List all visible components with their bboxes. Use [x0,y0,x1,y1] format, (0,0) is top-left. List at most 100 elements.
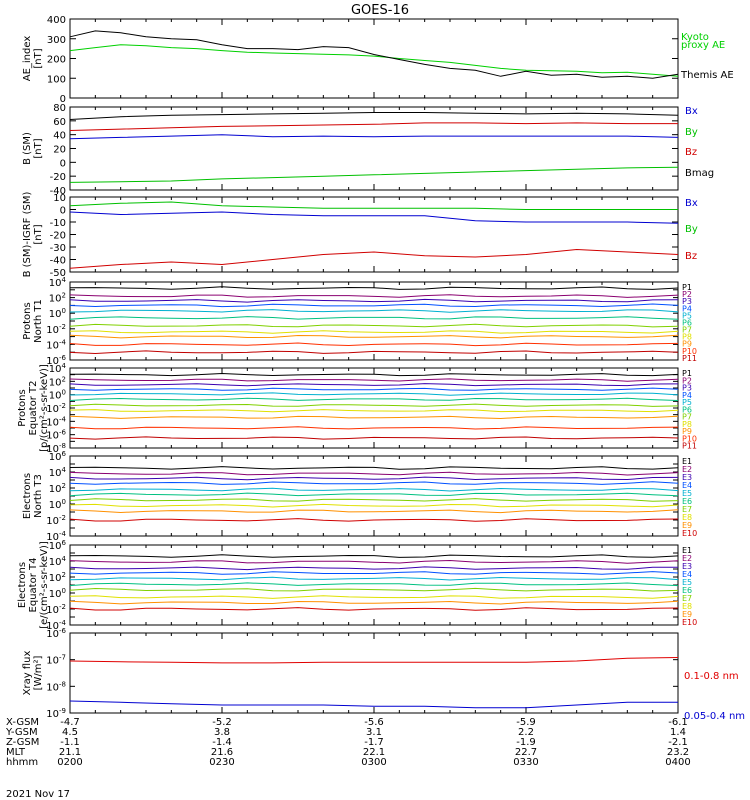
panel-frame-ent3 [69,455,679,537]
x-tick-label-ygsm: 1.4 [670,727,686,738]
y-tick-label-ae: 400 [47,15,66,26]
y-axis-label-ent3: Electrons [22,473,33,519]
series-line-xray-0.1-0.8 nm [69,657,679,664]
x-tick-label-zgsm: -1.7 [364,737,384,748]
x-tick-label-ygsm: 3.1 [366,727,382,738]
series-line-pnt1-P3 [69,298,679,303]
y-axis-label-pet2: Protons [17,389,28,426]
y-tick-label-xray: 10-6 [46,627,66,640]
x-tick-label-ygsm: 4.5 [62,727,78,738]
series-line-pnt1-P8 [69,330,679,334]
legend-label-pnt1-P5: P5 [682,311,692,320]
legend-label-pet2-P10: P10 [682,434,697,443]
y-axis-label-bsm: [nT] [33,138,44,158]
legend-label-pnt1-P7: P7 [682,326,692,335]
series-line-eet4-E6 [69,582,679,587]
legend-label-pnt1-P11: P11 [682,354,697,363]
x-tick-label-mlt: 21.1 [59,747,81,758]
x-tick-label-xgsm: -5.6 [364,717,384,728]
legend-label-pnt1-P1: P1 [682,283,692,292]
x-tick-label-hhmm: 0400 [665,757,690,768]
panel-frame-bsm [69,106,679,191]
series-line-ent3-E10 [69,518,679,522]
series-line-eet4-E4 [69,571,679,575]
y-tick-label-ae: 100 [47,74,66,85]
legend-label-pnt1-P9: P9 [682,340,692,349]
y-axis-label-pet2: Equator T2 [28,381,39,436]
series-line-eet4-E3 [69,566,679,571]
series-line-ae-Kyoto proxy AE [69,44,679,77]
y-tick-label-ent3: 104 [49,466,67,479]
x-tick-label-zgsm: -1.4 [212,737,232,748]
x-tick-label-hhmm: 0300 [361,757,386,768]
legend-label-pnt1-P10: P10 [682,347,697,356]
series-line-pnt1-P10 [69,342,679,347]
series-line-ent3-E4 [69,481,679,485]
legend-label-pet2-P2: P2 [682,376,692,385]
series-line-pet2-P9 [69,415,679,420]
legend-label-bsm-Bmag: Bmag [685,168,714,179]
legend-label-pet2-P4: P4 [682,391,692,400]
series-line-pnt1-P9 [69,334,679,339]
legend-label-pet2-P8: P8 [682,420,692,429]
series-line-pnt1-P5 [69,309,679,313]
y-tick-label-pnt1: 100 [49,307,66,320]
y-axis-label-ae: [nT] [33,48,44,68]
y-axis-label-pnt1: Protons [22,302,33,339]
series-line-pet2-P3 [69,383,679,387]
x-tick-label-xgsm: -4.7 [60,717,80,728]
panel-frame-xray [69,632,679,714]
series-line-pnt1-P4 [69,303,679,308]
legend-label-bsmigrf-Bz: Bz [685,251,697,262]
legend-label-pnt1-P2: P2 [682,290,692,299]
y-tick-label-xray: 10-7 [46,654,66,667]
x-tick-label-xgsm: -5.2 [212,717,232,728]
series-line-eet4-E7 [69,587,679,592]
y-axis-label-pet2: [p/(cm²-s-sr-keV)] [39,364,50,452]
series-line-pnt1-P1 [69,286,679,290]
y-tick-label-bsm: 20 [53,145,66,156]
series-line-pnt1-P6 [69,316,679,320]
series-line-pnt1-P11 [69,350,679,355]
series-line-xray-0.05-0.4 nm [69,700,678,709]
legend-label-pet2-P1: P1 [682,369,692,378]
series-line-ent3-E7 [69,498,679,502]
y-tick-label-ae: 200 [47,55,66,66]
y-tick-label-ent3: 10-2 [46,514,66,527]
y-axis-label-ae: AE_index [22,36,33,82]
y-tick-label-bsmigrf: -40 [50,256,66,267]
y-tick-label-bsm: 80 [53,103,66,114]
legend-label-bsmigrf-Bx: Bx [685,198,698,209]
x-tick-label-mlt: 22.1 [363,747,385,758]
legend-label-ent3-E2: E2 [682,465,692,474]
y-tick-label-pnt1: 104 [49,276,67,289]
legend-label-ent3-E4: E4 [682,481,692,490]
x-axis-row-label-xgsm: X-GSM [6,717,39,728]
legend-label-eet4-E6: E6 [682,586,692,595]
y-axis-label-bsmigrf: B (SM)-IGRF (SM) [22,192,33,278]
legend-label-eet4-E8: E8 [682,602,692,611]
y-axis-label-xray: Xray flux [22,651,33,696]
y-tick-label-xray: 10-8 [46,680,66,693]
series-line-ent3-E1 [69,466,679,470]
legend-label-pet2-P9: P9 [682,427,692,436]
legend-label-ent3-E5: E5 [682,489,692,498]
y-axis-label-eet4: Equator T4 [28,558,39,613]
legend-label-bsmigrf-By: By [685,224,698,235]
series-line-pet2-P8 [69,409,679,413]
series-line-bsm-By [69,166,679,183]
legend-label-pet2-P7: P7 [682,413,692,422]
series-line-eet4-E5 [69,576,679,581]
legend-label-ent3-E8: E8 [682,513,692,522]
series-line-ent3-E6 [69,492,679,497]
panel-frame-ae [69,18,679,99]
y-tick-label-bsmigrf: -10 [50,218,66,229]
legend-label-eet4-E2: E2 [682,554,692,563]
series-line-ent3-E8 [69,503,679,508]
x-tick-label-zgsm: -2.1 [668,737,688,748]
legend-label-eet4-E1: E1 [682,546,692,555]
legend-label-ent3-E3: E3 [682,473,692,482]
x-tick-label-mlt: 21.6 [211,747,233,758]
x-tick-label-hhmm: 0230 [209,757,234,768]
